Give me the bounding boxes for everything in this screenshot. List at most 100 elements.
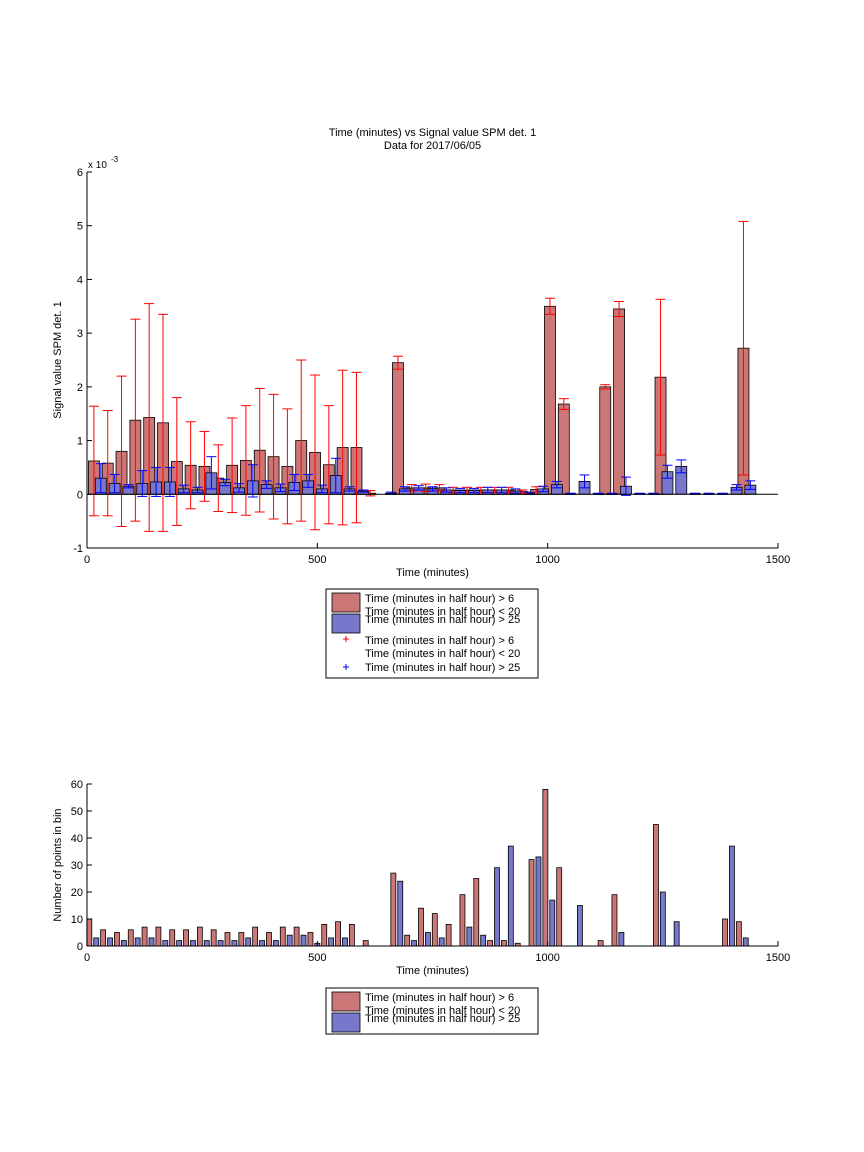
bar bbox=[404, 934, 411, 947]
legend-swatch bbox=[331, 991, 361, 1012]
bar bbox=[494, 867, 500, 947]
legend-box bbox=[325, 588, 539, 679]
bar bbox=[134, 937, 141, 947]
bar bbox=[742, 937, 749, 947]
x-axis-label: Time (minutes) bbox=[396, 965, 469, 977]
bar bbox=[411, 940, 417, 947]
bar bbox=[162, 940, 169, 947]
bar bbox=[120, 940, 127, 947]
bar bbox=[210, 929, 217, 947]
bar bbox=[556, 867, 563, 947]
series-1 bbox=[88, 305, 750, 495]
bar bbox=[176, 940, 183, 947]
bar bbox=[729, 845, 735, 947]
bar bbox=[196, 926, 203, 947]
bar bbox=[542, 789, 549, 947]
bar bbox=[722, 918, 728, 947]
y-tick-label: 40 bbox=[71, 833, 83, 845]
y-tick-label: 6 bbox=[77, 167, 83, 179]
chart-1: Time (minutes) vs Signal value SPM det. … bbox=[52, 127, 790, 679]
legend-swatch bbox=[331, 592, 361, 613]
bar bbox=[342, 937, 348, 947]
x-tick-label: 1500 bbox=[766, 952, 790, 964]
bar bbox=[390, 872, 397, 947]
bar bbox=[272, 940, 279, 947]
bar bbox=[613, 308, 625, 495]
bar bbox=[673, 921, 680, 947]
bar bbox=[577, 905, 583, 947]
bar bbox=[544, 305, 556, 495]
bar bbox=[424, 932, 431, 947]
bar bbox=[217, 940, 224, 947]
bar bbox=[507, 845, 514, 947]
bar bbox=[735, 921, 742, 947]
y-tick-label: 3 bbox=[77, 328, 83, 340]
bar bbox=[279, 926, 286, 947]
series-1 bbox=[86, 789, 742, 947]
chart-subtitle: Data for 2017/06/05 bbox=[384, 140, 481, 152]
bar bbox=[286, 934, 293, 947]
legend-swatch bbox=[331, 613, 361, 634]
legend-label: Time (minutes in half hour) > 6 bbox=[365, 635, 514, 647]
y-axis-label: Number of points in bin bbox=[52, 808, 64, 921]
bar bbox=[321, 924, 328, 947]
bar bbox=[599, 386, 612, 495]
legend-label: Time (minutes in half hour) > 25 bbox=[365, 662, 520, 674]
chart-title: Time (minutes) vs Signal value SPM det. … bbox=[329, 127, 536, 139]
bar bbox=[528, 859, 535, 947]
bar bbox=[653, 824, 659, 947]
legend-label: Time (minutes in half hour) > 25 bbox=[365, 1013, 520, 1025]
bar bbox=[100, 929, 107, 947]
bar bbox=[86, 918, 93, 947]
x-tick-label: 1000 bbox=[535, 554, 559, 566]
legend-label-line2: Time (minutes in half hour) < 20 bbox=[365, 606, 520, 618]
bar bbox=[190, 940, 196, 947]
x-axis-label: Time (minutes) bbox=[396, 567, 469, 579]
y-exponent-power: -3 bbox=[111, 155, 119, 164]
y-tick-label: 0 bbox=[77, 489, 83, 501]
bar bbox=[183, 929, 189, 947]
y-tick-label: 1 bbox=[77, 436, 83, 448]
bar bbox=[169, 929, 176, 947]
y-tick-label: 10 bbox=[71, 914, 83, 926]
y-tick-label: 60 bbox=[71, 779, 83, 791]
y-tick-label: 0 bbox=[77, 941, 83, 953]
bar bbox=[362, 940, 369, 947]
y-exponent-label: x 10 bbox=[88, 160, 107, 171]
bar bbox=[487, 940, 493, 947]
bar bbox=[252, 926, 259, 947]
y-tick-label: -1 bbox=[73, 543, 83, 555]
bar bbox=[459, 894, 466, 947]
bar bbox=[127, 929, 134, 947]
bar bbox=[328, 937, 335, 947]
bar bbox=[557, 403, 570, 495]
bar bbox=[348, 924, 355, 947]
bar bbox=[148, 937, 155, 947]
bar bbox=[203, 940, 210, 947]
bar bbox=[618, 932, 625, 947]
bar bbox=[224, 932, 231, 947]
bar bbox=[397, 880, 404, 947]
bar bbox=[107, 937, 113, 947]
bar bbox=[445, 924, 452, 947]
bar bbox=[549, 899, 556, 947]
bar bbox=[266, 932, 272, 947]
x-tick-label: 1000 bbox=[535, 952, 559, 964]
x-tick-label: 0 bbox=[84, 952, 90, 964]
y-tick-label: 20 bbox=[71, 887, 83, 899]
bar bbox=[480, 934, 487, 947]
y-tick-label: 4 bbox=[77, 274, 83, 286]
bar bbox=[466, 926, 473, 947]
y-tick-label: 50 bbox=[71, 806, 83, 818]
bar bbox=[307, 932, 314, 947]
bar bbox=[259, 940, 265, 947]
bar bbox=[293, 926, 300, 947]
legend-swatch bbox=[331, 1012, 361, 1033]
y-tick-label: 2 bbox=[77, 382, 83, 394]
bar bbox=[501, 940, 507, 947]
legend: Time (minutes in half hour) > 6 Time (min… bbox=[325, 588, 539, 679]
error-bars-series-1 bbox=[88, 220, 749, 532]
bar bbox=[473, 878, 480, 947]
